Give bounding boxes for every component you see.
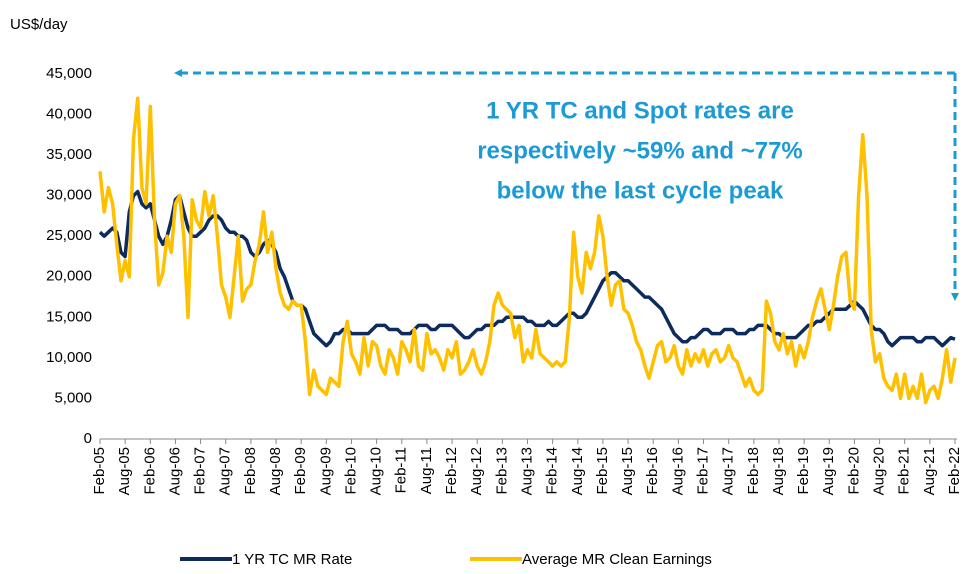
x-tick-label: Aug-21: [921, 447, 938, 495]
y-tick-label: 40,000: [46, 106, 92, 123]
y-tick-label: 45,000: [46, 65, 92, 82]
x-tick-label: Feb-07: [192, 447, 209, 495]
x-tick-label: Aug-10: [368, 447, 385, 495]
annotation: below the last cycle peak: [497, 177, 784, 204]
x-tick-label: Aug-19: [820, 447, 837, 495]
x-tick-label: Aug-15: [619, 447, 636, 495]
x-tick-label: Aug-09: [317, 447, 334, 495]
y-tick-label: 25,000: [46, 227, 92, 244]
y-tick-label: 0: [84, 430, 92, 447]
x-tick-label: Feb-22: [946, 447, 963, 495]
x-tick-label: Feb-15: [594, 447, 611, 495]
y-tick-label: 15,000: [46, 308, 92, 325]
x-tick-label: Aug-08: [267, 447, 284, 495]
series-line: [98, 96, 957, 405]
x-tick-label: Feb-09: [292, 447, 309, 495]
legend-label: 1 YR TC MR Rate: [232, 551, 352, 568]
x-tick-label: Feb-18: [745, 447, 762, 495]
x-tick-label: Aug-06: [166, 447, 183, 495]
x-tick-label: Aug-17: [720, 447, 737, 495]
x-tick-label: Feb-20: [845, 447, 862, 495]
x-tick-label: Feb-21: [896, 447, 913, 495]
x-tick-label: Aug-13: [518, 447, 535, 495]
y-tick-label: 30,000: [46, 187, 92, 204]
y-tick-label: 10,000: [46, 349, 92, 366]
y-axis-title: US$/day: [10, 16, 68, 33]
legend-label: Average MR Clean Earnings: [522, 551, 712, 568]
annotation: respectively ~59% and ~77%: [477, 137, 803, 164]
x-tick-label: Feb-10: [342, 447, 359, 495]
y-tick-label: 35,000: [46, 146, 92, 163]
x-tick-label: Aug-07: [217, 447, 234, 495]
x-tick-label: Aug-16: [669, 447, 686, 495]
x-tick-label: Aug-14: [569, 447, 586, 495]
x-tick-label: Aug-12: [468, 447, 485, 495]
x-tick-label: Feb-11: [393, 447, 410, 493]
x-tick-label: Feb-13: [493, 447, 510, 495]
y-tick-label: 20,000: [46, 268, 92, 285]
x-tick-label: Feb-14: [544, 447, 561, 495]
x-tick-label: Feb-06: [141, 447, 158, 495]
x-tick-label: Aug-20: [871, 447, 888, 495]
x-tick-label: Feb-16: [644, 447, 661, 495]
x-tick-label: Aug-05: [116, 447, 133, 495]
x-tick-label: Aug-11: [418, 447, 435, 494]
x-tick-label: Aug-18: [770, 447, 787, 495]
annotation: 1 YR TC and Spot rates are: [486, 97, 794, 124]
x-tick-label: Feb-19: [795, 447, 812, 495]
x-tick-label: Feb-12: [443, 447, 460, 495]
x-tick-label: Feb-08: [242, 447, 259, 495]
x-tick-label: Feb-05: [91, 447, 108, 495]
x-tick-label: Feb-17: [694, 447, 711, 495]
y-tick-label: 5,000: [54, 389, 92, 406]
